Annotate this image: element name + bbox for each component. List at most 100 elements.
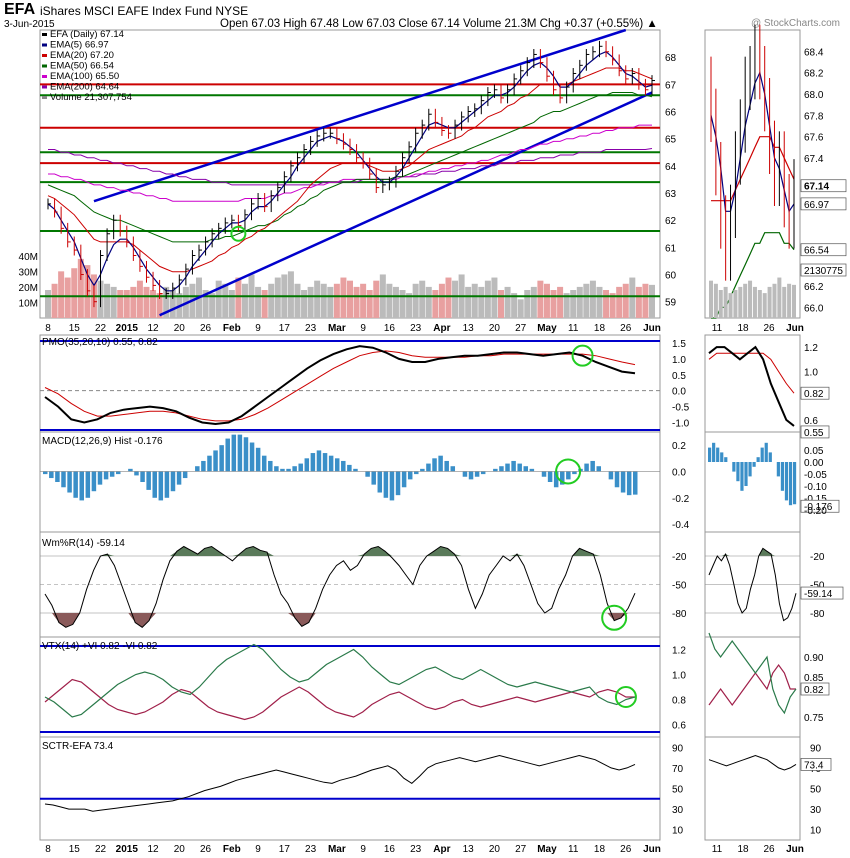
wmr-overbought-fill	[45, 546, 635, 556]
vtx-axis-label: 0.8	[672, 696, 686, 707]
volume-bar	[511, 293, 518, 318]
macd-hist-bar	[553, 471, 559, 488]
panel-frame-5	[39, 736, 661, 841]
zoom-macd-bar	[716, 447, 720, 462]
zoom-wmr-axis-label: -50	[810, 581, 825, 592]
x-axis-label-bottom: 27	[515, 844, 527, 855]
macd-hist-bar	[55, 471, 60, 482]
x-axis-label-bottom: 20	[489, 844, 501, 855]
macd-hist-bar	[353, 468, 358, 472]
zoom-axis-label: 67.4	[804, 154, 824, 165]
volume-bar	[261, 290, 268, 318]
zoom-axis-label: 2130775	[804, 266, 843, 277]
volume-bar	[222, 283, 229, 318]
zoom-value-box	[800, 179, 847, 193]
x-axis-label: Apr	[433, 323, 450, 334]
x-axis-label-bottom: 9	[255, 844, 261, 855]
volume-bar	[649, 284, 655, 318]
zoom-value-box	[800, 682, 830, 696]
macd-hist-bar	[316, 450, 322, 472]
macd-hist-bar	[584, 463, 589, 472]
ema100-line	[48, 124, 652, 202]
volume-bar	[438, 283, 445, 318]
macd-hist-bar	[389, 471, 395, 501]
volume-bar	[412, 283, 419, 318]
macd-title: MACD(12,26,9) Hist -0.176	[42, 436, 163, 447]
sctr-axis-label: 70	[672, 764, 684, 775]
volume-bar	[570, 290, 577, 318]
zoom-x-axis-label-bottom: Jun	[786, 844, 804, 855]
zoom-macd-bar	[760, 447, 764, 462]
zoom-volume-bar	[713, 283, 718, 318]
volume-bar	[589, 280, 596, 318]
macd-hist-bar	[274, 466, 279, 472]
macd-hist-bar	[420, 468, 425, 472]
macd-hist-bar	[401, 471, 407, 488]
macd-hist-bar	[225, 438, 230, 472]
macd-hist-bar	[517, 463, 522, 472]
zoom-pmo-label: 0.6	[804, 416, 818, 427]
x-axis-label: 9	[360, 323, 366, 334]
zoom-macd-bar	[776, 462, 780, 477]
volume-bar	[596, 286, 603, 318]
zoom-macd-label: -0.15	[804, 494, 827, 505]
legend-swatch	[42, 85, 47, 89]
zoom-macd-bar	[780, 462, 785, 491]
ohlc-summary: Open 67.03 High 67.48 Low 67.03 Close 67…	[220, 18, 658, 30]
legend-swatch	[42, 96, 47, 99]
macd-hist-bar	[91, 471, 97, 492]
volume-axis-label: 10M	[19, 298, 38, 309]
macd-hist-bar	[286, 468, 291, 472]
macd-hist-bar	[67, 471, 72, 493]
ema20-line	[47, 67, 653, 273]
macd-hist-bar	[182, 471, 188, 479]
price-axis-label: 65	[665, 135, 677, 146]
macd-hist-bar	[170, 471, 176, 492]
panel-frame-1	[39, 334, 661, 433]
x-axis-label-bottom: 13	[463, 844, 475, 855]
zoom-macd-bar	[752, 462, 756, 467]
volume-bar	[110, 286, 117, 318]
macd-hist-bar	[61, 471, 66, 488]
sctr-title: SCTR-EFA 73.4	[42, 741, 114, 752]
pmo-title: PMO(35,20,10) 0.55, 0.82	[42, 337, 158, 348]
zoom-volume-bar	[777, 277, 782, 318]
panel-frame-2	[39, 431, 661, 533]
volume-bar	[484, 280, 491, 318]
zoom-ema50-line	[711, 232, 795, 319]
sctr-axis-label: 30	[672, 805, 684, 816]
volume-bar	[45, 290, 51, 318]
macd-hist-bar	[529, 468, 535, 472]
macd-hist-bar	[261, 455, 267, 472]
macd-hist-bar	[474, 471, 480, 477]
macd-hist-bar	[395, 471, 401, 496]
macd-hist-bar	[620, 471, 626, 493]
volume-bar	[117, 290, 124, 318]
macd-hist-bar	[249, 442, 255, 472]
zoom-pmo-signal	[708, 352, 795, 394]
pmo-axis-label: 0.0	[672, 387, 686, 398]
volume-bar	[445, 277, 452, 318]
macd-hist-bar	[158, 471, 164, 501]
x-axis-label-bottom: Mar	[328, 844, 346, 855]
zoom-volume-bar	[723, 286, 728, 318]
macd-hist-bar	[140, 471, 145, 482]
sctr-axis-label: 90	[672, 743, 684, 754]
vtx-axis-label: 1.0	[672, 671, 686, 682]
macd-hist-bar	[328, 455, 334, 472]
volume-bar	[51, 283, 58, 318]
zoom-macd-bar	[784, 462, 789, 501]
macd-hist-bar	[79, 471, 84, 501]
x-axis-label: 16	[384, 323, 396, 334]
price-axis-label: 60	[665, 271, 677, 282]
volume-bar	[307, 286, 314, 318]
zoom-vtx-minus	[708, 663, 796, 707]
volume-bar	[622, 283, 629, 318]
volume-bar	[77, 258, 84, 318]
x-axis-label-bottom: 23	[305, 844, 317, 855]
pmo-signal-line	[44, 350, 636, 422]
macd-hist-bar	[152, 471, 157, 498]
zoom-volume-bar	[762, 293, 767, 318]
volume-bar	[550, 290, 557, 318]
wmr-axis-label: -80	[672, 609, 687, 620]
